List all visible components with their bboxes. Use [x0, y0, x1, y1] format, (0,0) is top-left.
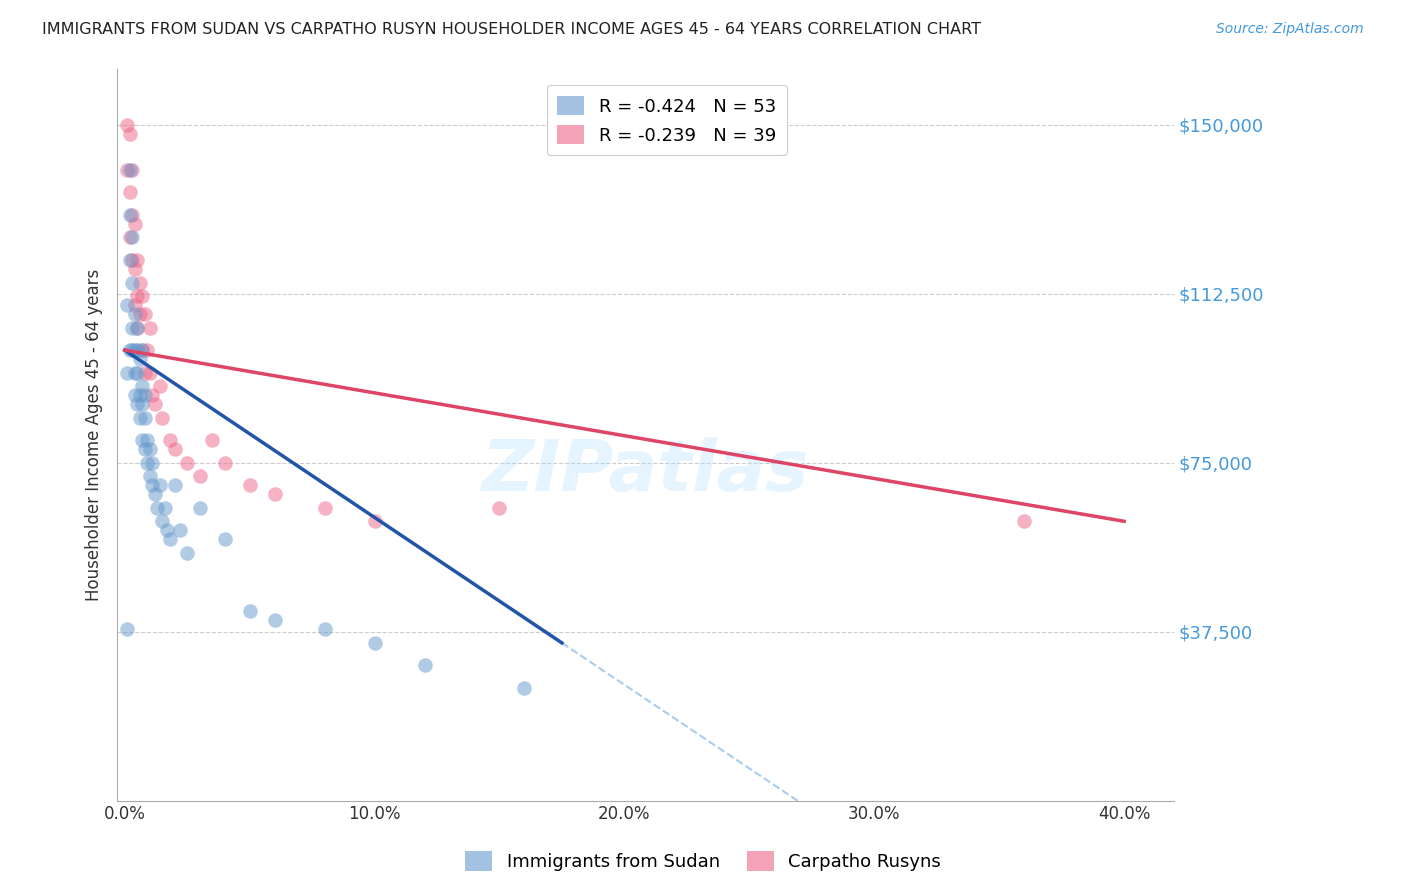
Point [124, 343, 146, 357]
Point [239, 604, 262, 618]
Point [134, 307, 156, 321]
Point [169, 524, 191, 538]
Point [134, 410, 156, 425]
Point [149, 478, 172, 492]
Point [121, 276, 143, 290]
Point [131, 379, 153, 393]
Point [128, 276, 150, 290]
Point [124, 298, 146, 312]
Point [136, 343, 159, 357]
Point [136, 433, 159, 447]
Point [363, 636, 385, 650]
Point [138, 442, 160, 457]
Point [239, 478, 262, 492]
Text: ZIPatlas: ZIPatlas [482, 437, 810, 506]
Point [131, 433, 153, 447]
Point [488, 500, 510, 515]
Point [136, 456, 159, 470]
Point [124, 307, 146, 321]
Point [159, 533, 181, 547]
Point [131, 343, 153, 357]
Point [124, 217, 146, 231]
Point [134, 442, 156, 457]
Point [118, 230, 141, 244]
Point [134, 366, 156, 380]
Point [118, 252, 141, 267]
Point [127, 397, 149, 411]
Point [115, 162, 138, 177]
Point [150, 514, 173, 528]
Point [124, 366, 146, 380]
Point [138, 366, 160, 380]
Point [214, 533, 236, 547]
Point [124, 388, 146, 402]
Point [121, 343, 143, 357]
Point [141, 478, 163, 492]
Point [188, 500, 211, 515]
Point [115, 623, 138, 637]
Point [121, 230, 143, 244]
Point [263, 487, 285, 501]
Point [263, 614, 285, 628]
Point [138, 469, 160, 483]
Point [176, 456, 198, 470]
Point [115, 118, 138, 132]
Point [131, 289, 153, 303]
Point [118, 208, 141, 222]
Point [127, 320, 149, 334]
Point [150, 410, 173, 425]
Point [118, 343, 141, 357]
Point [115, 366, 138, 380]
Point [128, 388, 150, 402]
Point [121, 320, 143, 334]
Point [118, 186, 141, 200]
Point [131, 397, 153, 411]
Point [128, 307, 150, 321]
Point [128, 352, 150, 367]
Y-axis label: Householder Income Ages 45 - 64 years: Householder Income Ages 45 - 64 years [86, 268, 103, 600]
Point [163, 442, 186, 457]
Point [141, 388, 163, 402]
Point [188, 469, 211, 483]
Legend: Immigrants from Sudan, Carpatho Rusyns: Immigrants from Sudan, Carpatho Rusyns [458, 844, 948, 879]
Point [513, 681, 536, 695]
Point [131, 343, 153, 357]
Text: IMMIGRANTS FROM SUDAN VS CARPATHO RUSYN HOUSEHOLDER INCOME AGES 45 - 64 YEARS CO: IMMIGRANTS FROM SUDAN VS CARPATHO RUSYN … [42, 22, 981, 37]
Point [146, 500, 169, 515]
Point [128, 410, 150, 425]
Point [176, 546, 198, 560]
Text: Source: ZipAtlas.com: Source: ZipAtlas.com [1216, 22, 1364, 37]
Point [159, 433, 181, 447]
Point [314, 500, 336, 515]
Point [124, 262, 146, 277]
Point [201, 433, 224, 447]
Point [153, 500, 176, 515]
Point [163, 478, 186, 492]
Point [143, 487, 166, 501]
Point [138, 320, 160, 334]
Point [121, 162, 143, 177]
Point [413, 658, 436, 673]
Point [363, 514, 385, 528]
Legend: R = -0.424   N = 53, R = -0.239   N = 39: R = -0.424 N = 53, R = -0.239 N = 39 [547, 85, 787, 155]
Point [118, 127, 141, 141]
Point [121, 208, 143, 222]
Point [118, 162, 141, 177]
Point [115, 298, 138, 312]
Point [156, 524, 179, 538]
Point [127, 252, 149, 267]
Point [1012, 514, 1035, 528]
Point [149, 379, 172, 393]
Point [127, 320, 149, 334]
Point [127, 343, 149, 357]
Point [141, 456, 163, 470]
Point [127, 289, 149, 303]
Point [127, 366, 149, 380]
Point [214, 456, 236, 470]
Point [121, 252, 143, 267]
Point [143, 397, 166, 411]
Point [314, 623, 336, 637]
Point [134, 388, 156, 402]
